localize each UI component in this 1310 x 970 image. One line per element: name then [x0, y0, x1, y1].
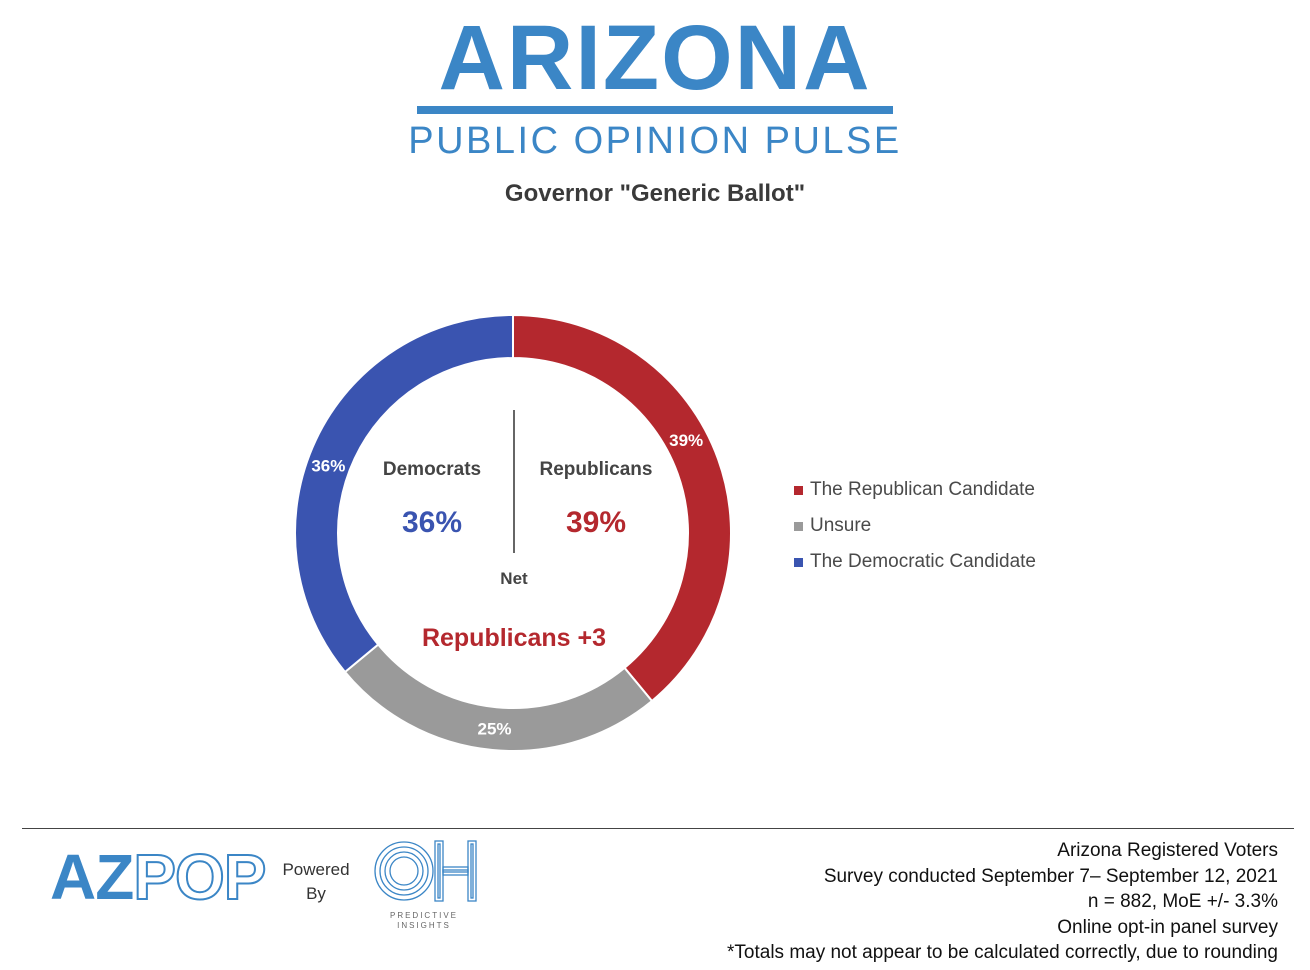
note-line: Online opt-in panel survey: [1057, 916, 1278, 938]
legend-label: The Republican Candidate: [810, 479, 1035, 500]
legend-label: Unsure: [810, 515, 872, 536]
azpop-header-logo: ARIZONA PUBLIC OPINION PULSE: [0, 12, 1310, 162]
survey-notes: Arizona Registered Voters Survey conduct…: [727, 838, 1278, 966]
oh-caption-line-2: INSIGHTS: [397, 921, 451, 930]
logo-underline: [417, 106, 893, 114]
chart-legend: The Republican Candidate Unsure The Democr…: [794, 472, 1036, 580]
legend-item: The Republican Candidate: [794, 472, 1036, 508]
powered-by-text: Powered By: [276, 858, 356, 906]
powered-line-2: By: [306, 884, 326, 903]
center-dem-value: 36%: [402, 506, 462, 539]
azpop-az: AZ: [50, 841, 134, 913]
center-net-value: Republicans +3: [422, 624, 606, 652]
slice-data-label: 25%: [477, 720, 511, 739]
legend-swatch: [794, 485, 803, 495]
center-dem-label: Democrats: [383, 459, 481, 480]
note-line: Survey conducted September 7– September …: [823, 865, 1278, 887]
donut-slice-2: [294, 313, 514, 674]
oh-predictive-insights-logo: [374, 840, 477, 902]
donut-slice-0: [512, 313, 732, 703]
logo-title: ARIZONA: [438, 7, 872, 109]
azpop-pop: POP: [132, 841, 267, 913]
center-net-label: Net: [500, 569, 528, 588]
legend-item: The Democratic Candidate: [794, 544, 1036, 580]
powered-line-1: Powered: [282, 860, 350, 879]
center-rep-value: 39%: [566, 506, 626, 539]
legend-label: The Democratic Candidate: [810, 551, 1036, 572]
note-line: *Totals may not appear to be calculated …: [727, 942, 1278, 963]
oh-caption-line-1: PREDICTIVE: [389, 911, 458, 920]
slice-data-label: 39%: [669, 431, 703, 450]
note-line: Arizona Registered Voters: [1057, 840, 1278, 861]
oh-caption: PREDICTIVE INSIGHTS: [376, 911, 472, 931]
slice-data-label: 36%: [311, 457, 345, 476]
center-rep-label: Republicans: [540, 459, 653, 480]
legend-swatch: [794, 521, 803, 531]
footer-divider: [22, 828, 1294, 829]
azpop-footer-logo: AZPOP: [50, 844, 267, 910]
logo-subtitle: PUBLIC OPINION PULSE: [408, 120, 902, 162]
legend-swatch: [794, 557, 803, 567]
note-line: n = 882, MoE +/- 3.3%: [1087, 891, 1278, 912]
chart-title: Governor "Generic Ballot": [504, 180, 806, 207]
legend-item: Unsure: [794, 508, 1036, 544]
